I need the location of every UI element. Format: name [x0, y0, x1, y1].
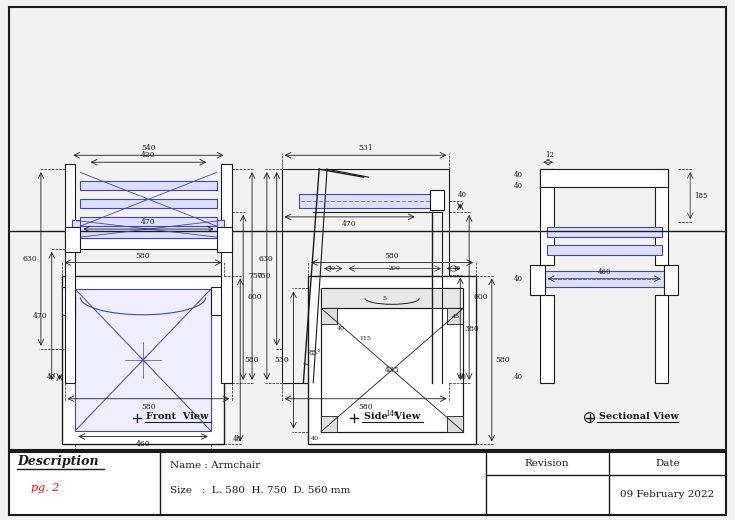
Text: 185: 185 — [694, 191, 708, 200]
Bar — [65, 164, 76, 238]
Text: 580: 580 — [136, 252, 151, 259]
Text: 750: 750 — [248, 272, 263, 280]
Text: 580: 580 — [496, 356, 510, 364]
Text: 580: 580 — [358, 402, 373, 411]
Text: 40: 40 — [387, 470, 397, 478]
Bar — [321, 289, 463, 308]
Bar — [540, 169, 668, 187]
Text: pg. 2: pg. 2 — [31, 483, 59, 493]
Bar — [448, 415, 463, 432]
Bar — [76, 290, 211, 431]
Text: 5: 5 — [382, 296, 387, 301]
Bar — [65, 238, 232, 249]
Text: 40: 40 — [232, 435, 241, 443]
Text: Name : Armchair: Name : Armchair — [171, 461, 260, 470]
Text: 40: 40 — [457, 190, 466, 199]
Bar — [321, 308, 463, 432]
Text: 140: 140 — [385, 410, 399, 418]
Bar — [80, 199, 217, 208]
Bar — [62, 288, 76, 315]
Bar — [62, 276, 224, 445]
Text: 460: 460 — [136, 458, 151, 466]
Text: without upholstery: without upholstery — [387, 478, 460, 486]
Text: 40: 40 — [311, 436, 319, 441]
Text: 40: 40 — [337, 326, 345, 331]
Bar — [655, 169, 668, 265]
Bar — [321, 308, 337, 324]
Text: 530: 530 — [275, 356, 290, 364]
Text: Top  View: Top View — [387, 471, 440, 480]
Bar — [308, 276, 476, 445]
Text: Side  View: Side View — [364, 412, 420, 421]
Bar — [211, 288, 224, 315]
Bar — [664, 265, 678, 295]
Text: 580: 580 — [141, 402, 156, 411]
Text: 40: 40 — [514, 171, 523, 179]
Text: 460: 460 — [598, 268, 611, 276]
Text: Sectional View: Sectional View — [599, 412, 679, 421]
Text: 540: 540 — [385, 460, 400, 469]
Bar — [547, 245, 662, 255]
Text: 40: 40 — [327, 266, 336, 270]
Bar — [221, 249, 232, 383]
Text: 580: 580 — [244, 356, 259, 364]
Bar — [217, 227, 232, 252]
Bar — [547, 227, 662, 237]
Text: Date: Date — [655, 459, 680, 468]
Text: 40: 40 — [514, 275, 523, 283]
Text: 540: 540 — [141, 144, 156, 152]
Text: 470: 470 — [343, 220, 357, 228]
Bar — [531, 265, 545, 295]
Text: 200: 200 — [389, 266, 401, 270]
Text: 600: 600 — [247, 293, 262, 302]
Text: 115: 115 — [359, 335, 371, 341]
Text: 420: 420 — [141, 151, 156, 159]
Bar — [221, 164, 232, 238]
Bar — [655, 295, 668, 383]
Bar — [80, 217, 217, 226]
Text: 40: 40 — [514, 183, 523, 190]
Text: 435: 435 — [385, 366, 400, 374]
Text: 12: 12 — [545, 151, 554, 159]
Bar — [299, 194, 431, 208]
Bar — [545, 271, 664, 287]
Text: Top  View: Top View — [138, 472, 190, 481]
Text: 531: 531 — [358, 144, 373, 152]
Text: 630: 630 — [22, 255, 37, 263]
Bar — [448, 308, 463, 324]
Text: 630: 630 — [258, 255, 273, 263]
Text: Description: Description — [17, 454, 98, 467]
Text: 40: 40 — [453, 266, 461, 270]
Text: 40: 40 — [213, 467, 222, 475]
Text: 600: 600 — [473, 293, 488, 302]
Bar — [321, 289, 463, 432]
Bar — [321, 415, 337, 432]
Bar — [73, 220, 224, 238]
Text: 09 February 2022: 09 February 2022 — [620, 490, 714, 499]
Bar — [540, 169, 554, 265]
Text: 470: 470 — [141, 218, 156, 226]
Text: 750: 750 — [256, 272, 270, 280]
Text: 40: 40 — [514, 373, 523, 381]
Bar — [65, 249, 76, 383]
Text: 580: 580 — [385, 252, 400, 259]
Bar — [540, 295, 554, 383]
Text: 45: 45 — [451, 314, 459, 319]
Bar — [430, 190, 445, 210]
Text: 40: 40 — [47, 373, 56, 381]
Text: 380: 380 — [465, 324, 479, 333]
Text: Revision: Revision — [525, 459, 570, 468]
Bar — [80, 181, 217, 190]
Text: 40: 40 — [457, 373, 466, 381]
Text: 470: 470 — [33, 312, 48, 320]
Bar — [65, 227, 80, 252]
Text: Front  View: Front View — [146, 412, 209, 421]
Text: 85°: 85° — [309, 349, 321, 357]
Bar — [282, 169, 449, 383]
Text: Size   :  L. 580  H. 750  D. 560 mm: Size : L. 580 H. 750 D. 560 mm — [171, 486, 351, 495]
Text: 460: 460 — [136, 440, 151, 448]
